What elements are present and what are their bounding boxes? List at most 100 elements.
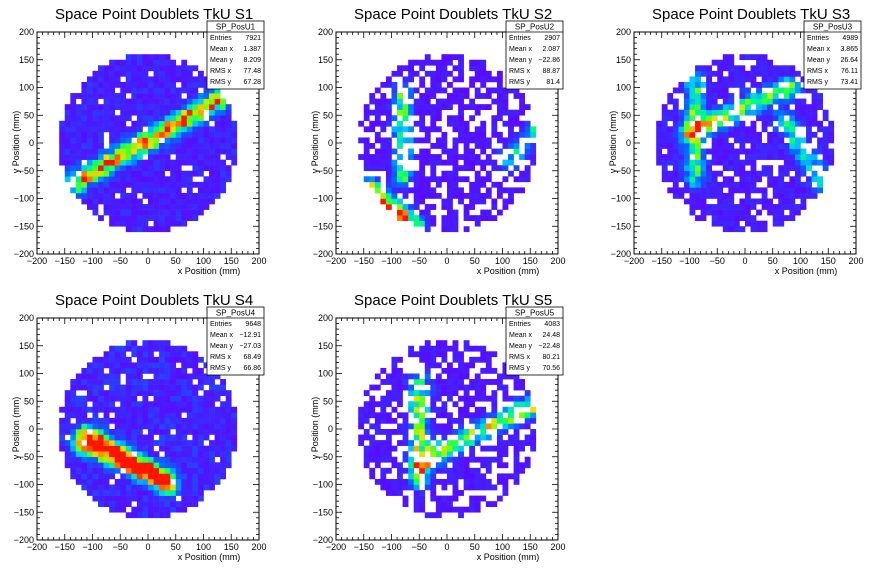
heatmap-bin <box>186 109 193 116</box>
heatmap-bin <box>491 423 498 430</box>
heatmap-bin <box>397 373 403 380</box>
heatmap-bin <box>131 192 138 199</box>
heatmap-bin <box>783 148 790 155</box>
heatmap-bin <box>148 467 154 474</box>
heatmap-bin <box>745 220 751 227</box>
heatmap-bin <box>142 65 149 72</box>
heatmap-bin <box>469 76 476 83</box>
heatmap-bin <box>181 87 188 94</box>
heatmap-bin <box>120 70 127 77</box>
heatmap-bin <box>761 81 768 88</box>
heatmap-bin <box>59 159 66 166</box>
heatmap-bin <box>363 159 370 166</box>
heatmap-bin <box>186 143 193 149</box>
heatmap-bin <box>783 215 790 221</box>
heatmap-bin <box>424 220 431 227</box>
heatmap-bin <box>131 473 138 480</box>
heatmap-bin <box>131 478 138 485</box>
y-tick-label: 100 <box>19 83 34 93</box>
heatmap-bin <box>672 137 679 144</box>
heatmap-bin <box>209 143 215 149</box>
heatmap-bin <box>231 440 238 446</box>
heatmap-bin <box>519 176 525 183</box>
heatmap-bin <box>756 137 762 144</box>
heatmap-bin <box>181 345 188 352</box>
heatmap-bin <box>452 417 459 424</box>
heatmap-bin <box>203 93 210 99</box>
heatmap-bin <box>722 226 729 233</box>
heatmap-bin <box>209 170 215 177</box>
heatmap-bin <box>109 192 115 199</box>
heatmap-bin <box>502 406 509 413</box>
heatmap-bin <box>181 126 188 133</box>
heatmap-bin <box>778 176 785 183</box>
heatmap-bin <box>170 143 177 149</box>
heatmap-bin <box>519 462 525 469</box>
heatmap-bin <box>447 98 453 105</box>
heatmap-bin <box>530 440 537 446</box>
heatmap-bin <box>513 148 520 155</box>
heatmap-bin <box>98 81 104 88</box>
heatmap-bin <box>441 198 448 205</box>
heatmap-bin <box>413 490 420 496</box>
heatmap-bin <box>103 120 110 127</box>
heatmap-bin <box>385 204 392 210</box>
heatmap-bin <box>756 87 762 94</box>
heatmap-bin <box>806 126 812 133</box>
heatmap-bin <box>502 176 509 183</box>
heatmap-bin <box>175 70 182 77</box>
heatmap-bin <box>175 351 182 358</box>
heatmap-bin <box>175 473 182 480</box>
heatmap-bin <box>728 198 735 205</box>
heatmap-bin <box>75 187 82 194</box>
x-tick-label: 0 <box>444 542 449 552</box>
heatmap-bin <box>474 87 481 94</box>
heatmap-bin <box>469 456 476 463</box>
heatmap-bin <box>447 506 453 513</box>
heatmap-bin <box>469 215 476 221</box>
heatmap-bin <box>822 109 829 116</box>
heatmap-bin <box>756 93 762 99</box>
heatmap-bin <box>148 59 154 66</box>
heatmap-bin <box>70 143 77 149</box>
heatmap-bin <box>86 373 93 380</box>
heatmap-bin <box>485 412 492 419</box>
heatmap-bin <box>695 148 701 155</box>
heatmap-bin <box>374 412 381 419</box>
heatmap-bin <box>159 356 165 363</box>
heatmap-bin <box>170 462 177 469</box>
heatmap-bin <box>75 143 82 149</box>
heatmap-bin <box>114 104 121 110</box>
heatmap-bin <box>148 367 154 374</box>
heatmap-bin <box>159 120 165 127</box>
heatmap-bin <box>413 501 420 507</box>
heatmap-bin <box>728 76 735 83</box>
heatmap-bin <box>75 126 82 133</box>
heatmap-bin <box>363 406 370 413</box>
heatmap-bin <box>369 423 376 430</box>
heatmap-bin <box>391 406 398 413</box>
heatmap-bin <box>103 198 110 205</box>
heatmap-bin <box>430 120 437 127</box>
heatmap-bin <box>413 137 420 144</box>
y-tick-label: −50 <box>318 166 333 176</box>
heatmap-bin <box>458 423 464 430</box>
heatmap-bin <box>125 340 132 347</box>
heatmap-bin <box>745 159 751 166</box>
heatmap-bin <box>717 159 724 166</box>
heatmap-bin <box>59 440 66 446</box>
heatmap-bin <box>491 412 498 419</box>
heatmap-bin <box>170 109 177 116</box>
heatmap-bin <box>369 440 376 446</box>
heatmap-bin <box>136 137 143 144</box>
heatmap-bin <box>828 159 835 166</box>
heatmap-bin <box>800 115 807 122</box>
heatmap-bin <box>203 401 210 408</box>
heatmap-bin <box>656 154 663 160</box>
heatmap-bin <box>153 379 160 385</box>
heatmap-bin <box>452 367 459 374</box>
heatmap-bin <box>828 137 835 144</box>
heatmap-bin <box>447 467 453 474</box>
heatmap-bin <box>656 159 663 166</box>
heatmap-bin <box>447 93 453 99</box>
